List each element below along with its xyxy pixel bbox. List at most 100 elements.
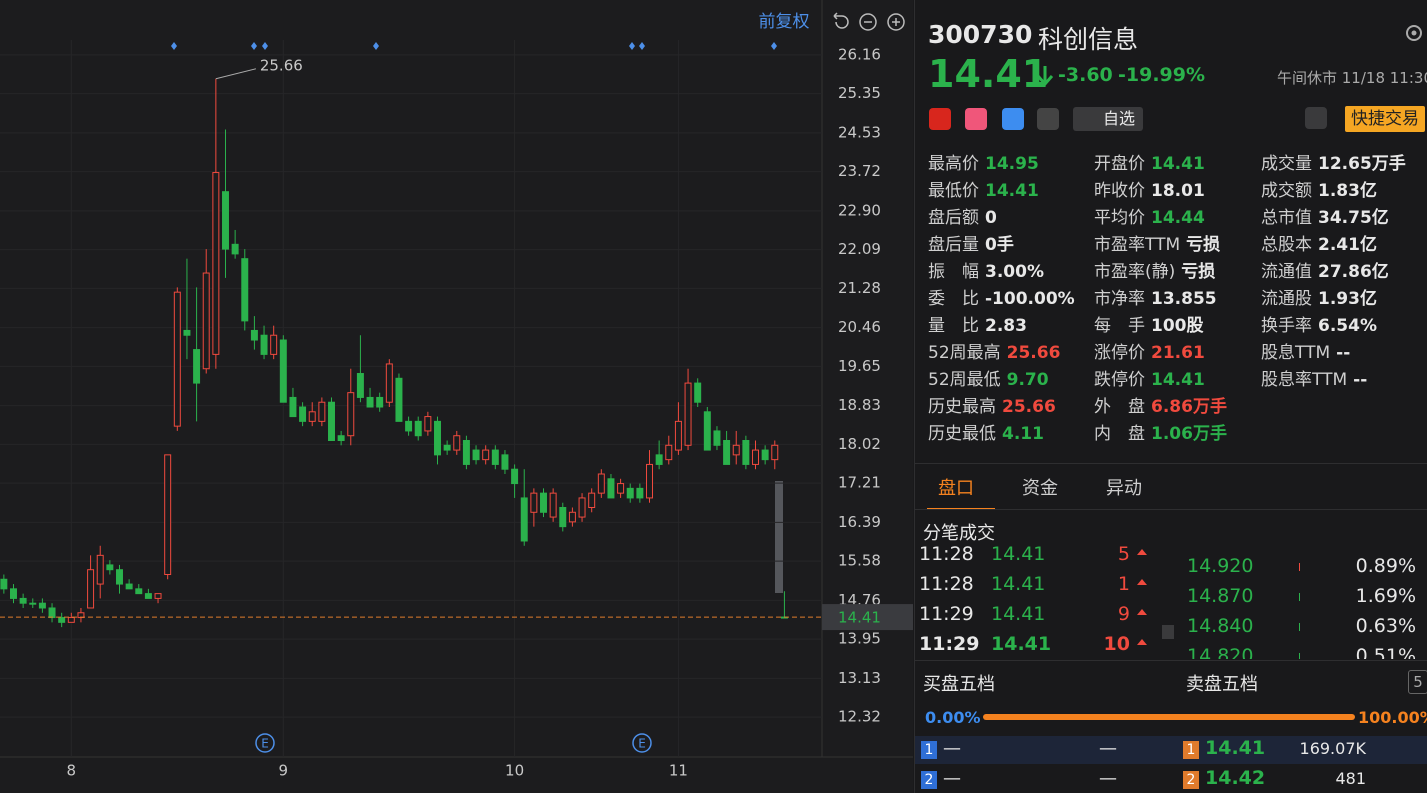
stat-label: 最低价 xyxy=(928,181,979,201)
flag-icon xyxy=(929,108,951,130)
stat-label: 52周最高 xyxy=(928,343,1001,363)
candle-body xyxy=(376,396,384,408)
x-tick-label: 8 xyxy=(67,762,77,780)
annotation: 25.66 xyxy=(260,56,303,74)
candle-body xyxy=(617,483,625,494)
stat-value: 25.66 xyxy=(1002,397,1056,417)
candle-body xyxy=(289,396,297,418)
candle-body xyxy=(674,420,682,451)
buy-volume: — xyxy=(1099,738,1117,759)
candle-body xyxy=(626,487,634,499)
stat-label: 市净率 xyxy=(1094,289,1145,309)
candle-body xyxy=(222,191,229,250)
sell-level: 1 xyxy=(1183,741,1199,759)
trade-price: 14.41 xyxy=(991,546,1046,565)
stat-value: 14.95 xyxy=(985,154,1039,174)
stat-label: 开盘价 xyxy=(1094,154,1145,174)
buy-price: — xyxy=(943,738,961,759)
dist-pct: 0.89% xyxy=(1355,555,1416,577)
kline-chart: 前复权 E E 26.16 25.35 24.53 23.72 22.90 22.09 21… xyxy=(0,0,913,780)
stat-label: 最高价 xyxy=(928,154,979,174)
stat-value: 14.41 xyxy=(1151,370,1205,390)
earnings-markers: E E xyxy=(255,733,652,753)
stat-value: 3.00% xyxy=(985,262,1044,282)
candle-body xyxy=(540,492,547,513)
y-tick-label: 25.35 xyxy=(838,84,881,102)
stat-value: 100股 xyxy=(1151,316,1204,336)
candle-body xyxy=(144,593,152,599)
candle-body xyxy=(732,444,740,456)
candle-body xyxy=(173,291,181,427)
y-tick-label: 24.53 xyxy=(838,123,881,141)
candle-body xyxy=(260,334,268,355)
trade-arrow xyxy=(1137,609,1147,615)
change-pct: -19.99% xyxy=(1118,64,1206,86)
candle-body xyxy=(520,497,528,542)
stat-item: 量 比 2.83 xyxy=(928,316,1027,336)
stat-value: 2.83 xyxy=(985,316,1027,336)
stat-item: 总市值 34.75亿 xyxy=(1261,208,1389,228)
stock-code: 300730 xyxy=(928,20,1033,49)
stat-label: 52周最低 xyxy=(928,370,1001,390)
candle-body xyxy=(347,392,355,437)
y-tick-label: 13.13 xyxy=(838,669,881,687)
stat-item: 股息率TTM -- xyxy=(1261,370,1367,390)
candle-body xyxy=(761,449,769,461)
trade-button[interactable]: 快捷交易 xyxy=(1345,106,1425,132)
price: 14.41 xyxy=(928,52,1049,96)
dist-tick xyxy=(1299,653,1300,659)
candle-body xyxy=(395,377,403,422)
candle-body xyxy=(337,435,345,442)
y-tick-label: 13.95 xyxy=(838,630,881,648)
stat-label: 昨收价 xyxy=(1094,181,1145,201)
trades-list: 11:28 14.41 5 11:28 14.41 1 11:29 14.41 9 11:29 14… xyxy=(915,546,1427,659)
candle-body xyxy=(270,334,278,355)
y-tick-label: 12.32 xyxy=(838,708,881,726)
pct-bar xyxy=(983,714,1355,720)
stat-label: 总股本 xyxy=(1261,235,1312,255)
candle-body xyxy=(655,454,663,465)
margin-icon[interactable] xyxy=(965,108,987,130)
candle-body xyxy=(87,569,95,609)
candle-body xyxy=(588,492,596,508)
note-icon[interactable] xyxy=(1037,108,1059,130)
alert-icon[interactable] xyxy=(1305,107,1327,129)
stat-value: 0 xyxy=(985,208,997,228)
trade-time: 11:29 xyxy=(919,603,974,625)
y-tick-label: 22.90 xyxy=(838,201,881,219)
reset-icon[interactable] xyxy=(833,12,849,29)
tag-icon[interactable] xyxy=(1002,108,1024,130)
scroll-thumb xyxy=(1162,625,1174,639)
stat-item: 盘后额 0 xyxy=(928,208,997,228)
tab[interactable]: 异动 xyxy=(1106,478,1142,499)
buy-level: 2 xyxy=(921,771,937,789)
stat-value: 14.41 xyxy=(985,181,1039,201)
candle-body xyxy=(356,373,364,398)
candle-body xyxy=(530,492,538,513)
tab[interactable]: 盘口 xyxy=(938,478,974,499)
watch-button[interactable]: 自选 xyxy=(1073,107,1144,131)
x-tick-label: 10 xyxy=(505,762,524,780)
candle-body xyxy=(752,449,759,465)
adjust-button[interactable]: 前复权 xyxy=(759,12,810,32)
depth-button[interactable]: 5 xyxy=(1408,670,1427,694)
candle-body xyxy=(491,449,499,465)
settings-icon[interactable] xyxy=(1403,22,1425,44)
stock-name: 科创信息 xyxy=(1038,25,1139,54)
stat-value: 12.65万手 xyxy=(1318,154,1406,174)
annotation-leader xyxy=(215,68,256,80)
stat-label: 每 手 xyxy=(1094,316,1145,336)
zoom-out-icon[interactable] xyxy=(859,13,877,31)
stat-label: 股息TTM xyxy=(1261,343,1331,363)
tab[interactable]: 资金 xyxy=(1022,478,1058,499)
sell-volume: 169.07K xyxy=(1299,739,1366,758)
x-tick-label: 11 xyxy=(669,762,688,780)
trade-time: 11:28 xyxy=(919,573,974,595)
zoom-in-icon[interactable] xyxy=(887,13,905,31)
y-tick-label: 18.02 xyxy=(838,435,881,453)
stat-label: 委 比 xyxy=(928,289,979,309)
candle-body xyxy=(193,349,201,384)
svg-text:E: E xyxy=(638,737,646,751)
candle-body xyxy=(318,401,326,422)
event-markers xyxy=(171,42,777,50)
